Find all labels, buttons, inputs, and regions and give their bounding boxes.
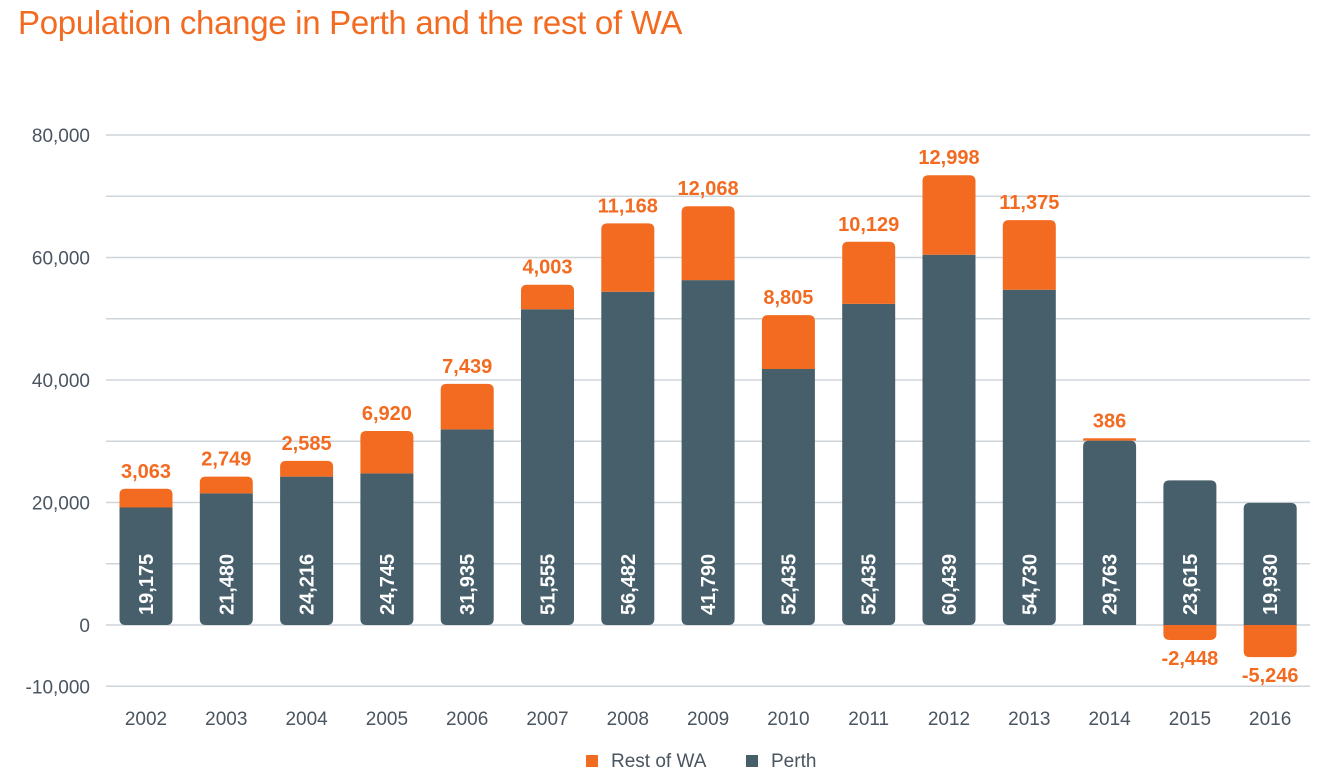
x-tick-label: 2006 bbox=[446, 709, 488, 730]
x-tick-label: 2008 bbox=[607, 709, 649, 730]
x-tick-label: 2003 bbox=[205, 709, 247, 730]
x-tick-label: 2005 bbox=[366, 709, 408, 730]
bar-rest-of-wa bbox=[681, 206, 735, 281]
x-tick-label: 2004 bbox=[285, 709, 328, 730]
bar-perth bbox=[681, 280, 735, 625]
y-tick-label: 60,000 bbox=[32, 249, 90, 270]
bars bbox=[119, 175, 1297, 658]
bar-rest-of-wa bbox=[199, 476, 253, 494]
y-tick-label: 80,000 bbox=[32, 126, 90, 147]
perth-value-label: 31,935 bbox=[457, 554, 479, 615]
bar-perth bbox=[761, 369, 815, 625]
bar-rest-of-wa bbox=[119, 488, 173, 508]
bar-rest-of-wa bbox=[1163, 625, 1217, 640]
perth-value-label: 52,435 bbox=[778, 554, 800, 615]
bar-rest-of-wa bbox=[360, 431, 414, 474]
rest-of-wa-value-label: 4,003 bbox=[522, 257, 572, 279]
bar-perth bbox=[199, 493, 253, 625]
perth-value-label: 41,790 bbox=[698, 554, 720, 615]
legend-swatch bbox=[746, 755, 758, 767]
x-tick-label: 2015 bbox=[1169, 709, 1211, 730]
y-tick-label: 0 bbox=[79, 616, 90, 637]
bar-perth bbox=[1002, 289, 1056, 625]
legend-label: Perth bbox=[771, 751, 816, 772]
rest-of-wa-value-label: 8,805 bbox=[763, 287, 813, 309]
perth-value-label: 24,216 bbox=[297, 554, 319, 615]
rest-of-wa-value-label: 7,439 bbox=[442, 356, 492, 378]
rest-of-wa-value-label: 6,920 bbox=[362, 403, 412, 425]
x-tick-label: 2013 bbox=[1008, 709, 1050, 730]
x-tick-label: 2007 bbox=[526, 709, 568, 730]
perth-value-label: 24,745 bbox=[377, 554, 399, 615]
perth-value-label: 56,482 bbox=[618, 554, 640, 615]
perth-value-label: 19,930 bbox=[1260, 554, 1282, 615]
bar-rest-of-wa bbox=[521, 284, 574, 310]
perth-value-label: 19,175 bbox=[136, 554, 158, 615]
bar-perth bbox=[922, 254, 976, 625]
rest-of-wa-value-label: -2,448 bbox=[1162, 648, 1219, 670]
legend-swatch bbox=[586, 755, 598, 767]
rest-of-wa-value-label: 11,375 bbox=[999, 192, 1059, 214]
perth-value-label: 60,439 bbox=[939, 554, 961, 615]
bar-perth bbox=[1163, 480, 1217, 625]
x-tick-label: 2011 bbox=[848, 709, 889, 730]
chart-title: Population change in Perth and the rest … bbox=[18, 4, 683, 41]
rest-of-wa-value-label: -5,246 bbox=[1242, 665, 1299, 687]
bar-perth bbox=[601, 291, 655, 625]
rest-of-wa-value-label: 12,998 bbox=[918, 147, 979, 169]
bar-perth bbox=[119, 507, 173, 625]
perth-value-label: 29,763 bbox=[1100, 554, 1122, 615]
y-tick-label: 40,000 bbox=[32, 371, 90, 392]
perth-value-label: 51,555 bbox=[538, 554, 560, 615]
x-tick-label: 2014 bbox=[1088, 709, 1131, 730]
bar-perth bbox=[360, 473, 414, 625]
bar-perth bbox=[842, 303, 896, 625]
legend-label: Rest of WA bbox=[611, 751, 707, 772]
bar-rest-of-wa bbox=[761, 315, 815, 370]
rest-of-wa-value-label: 2,749 bbox=[201, 449, 251, 471]
perth-value-label: 21,480 bbox=[216, 554, 238, 615]
x-tick-label: 2002 bbox=[125, 709, 167, 730]
x-tick-label: 2009 bbox=[687, 709, 729, 730]
rest-of-wa-value-label: 2,585 bbox=[282, 433, 332, 455]
x-tick-label: 2016 bbox=[1249, 709, 1291, 730]
bar-rest-of-wa bbox=[280, 460, 334, 477]
legend: Rest of WA Perth bbox=[586, 751, 816, 772]
bar-rest-of-wa bbox=[922, 175, 976, 255]
bar-rest-of-wa bbox=[1002, 220, 1056, 290]
perth-value-label: 54,730 bbox=[1019, 554, 1041, 615]
x-axis: 2002 2003 2004 2005 2006 2007 2008 2009 2010 2011… bbox=[125, 709, 1291, 730]
bar-rest-of-wa bbox=[1083, 438, 1137, 441]
rest-of-wa-value-label: 12,068 bbox=[678, 178, 739, 200]
y-tick-label: 20,000 bbox=[32, 494, 90, 515]
y-axis: -10,000 0 20,000 40,000 60,000 80,000 bbox=[26, 126, 90, 698]
bar-perth bbox=[1083, 440, 1137, 625]
x-tick-label: 2012 bbox=[928, 709, 970, 730]
bar-rest-of-wa bbox=[601, 223, 655, 292]
bar-perth bbox=[280, 476, 334, 625]
rest-of-wa-value-label: 11,168 bbox=[598, 195, 658, 217]
x-tick-label: 2010 bbox=[767, 709, 809, 730]
rest-of-wa-value-label: 10,129 bbox=[838, 214, 899, 236]
bar-rest-of-wa bbox=[842, 241, 896, 304]
bar-rest-of-wa bbox=[440, 383, 494, 430]
rest-of-wa-value-label: 386 bbox=[1093, 410, 1126, 432]
perth-value-label: 23,615 bbox=[1180, 554, 1202, 615]
bar-perth bbox=[521, 309, 574, 625]
bar-perth bbox=[1243, 502, 1297, 625]
bar-perth bbox=[440, 429, 494, 625]
perth-value-label: 52,435 bbox=[859, 554, 881, 615]
y-tick-label: -10,000 bbox=[26, 677, 90, 698]
data-labels: 19,175 3,063 21,480 2,749 24,216 2,585 24,745 6… bbox=[121, 147, 1299, 687]
rest-of-wa-value-label: 3,063 bbox=[121, 461, 171, 483]
bar-rest-of-wa bbox=[1243, 625, 1297, 658]
